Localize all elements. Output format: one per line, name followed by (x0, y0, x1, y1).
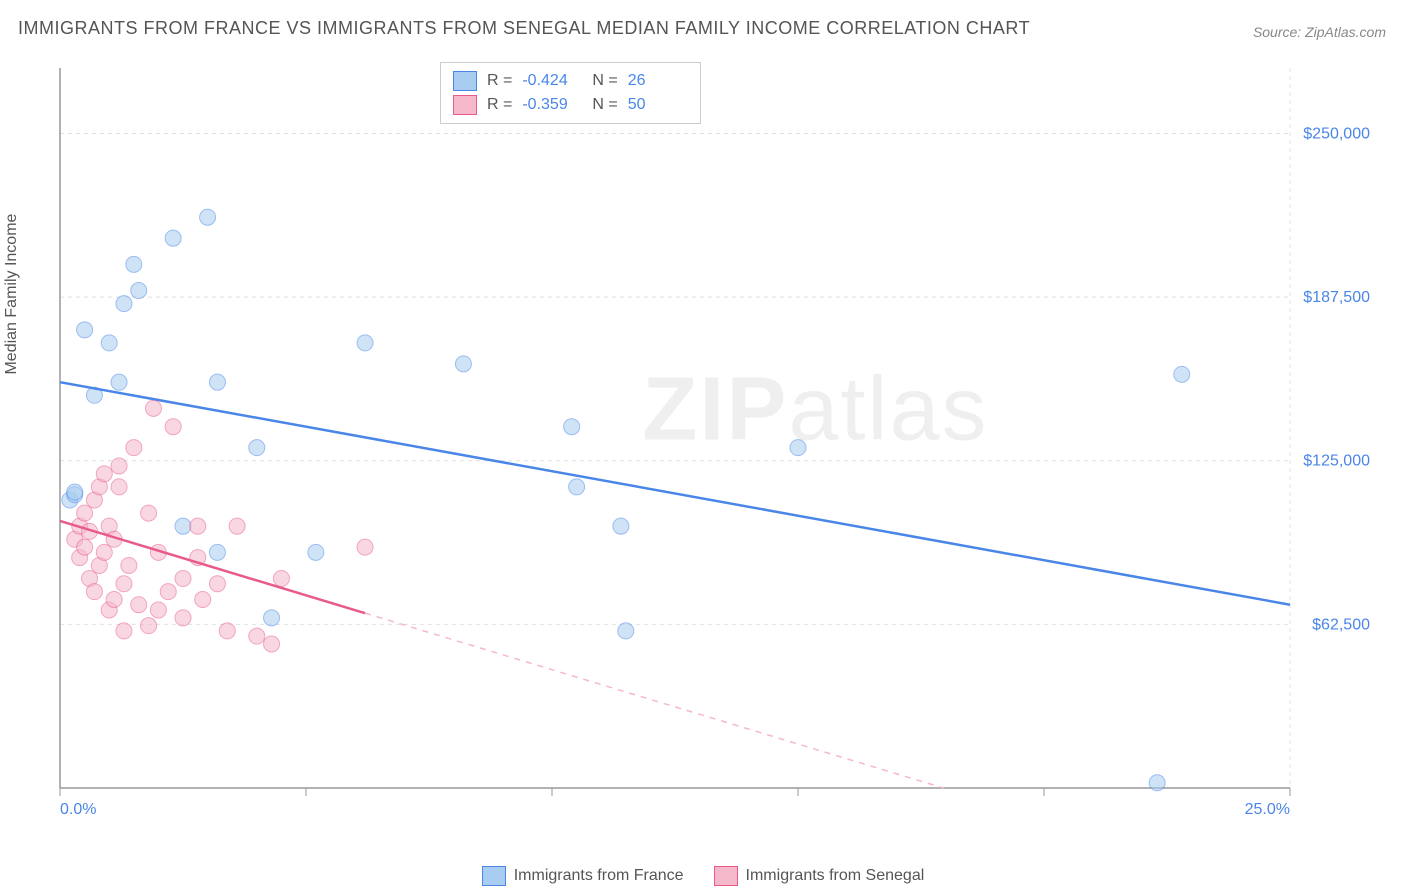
svg-text:25.0%: 25.0% (1245, 801, 1290, 818)
n-label: N = (592, 72, 617, 90)
chart-plot-area: $62,500 $125,000 $187,500 $250,000 0.0% 25.0% (50, 58, 1380, 828)
y-axis-label: Median Family Income (3, 214, 21, 375)
chart-svg: $62,500 $125,000 $187,500 $250,000 0.0% 25.0% (50, 58, 1380, 828)
svg-text:0.0%: 0.0% (60, 801, 96, 818)
chart-title: IMMIGRANTS FROM FRANCE VS IMMIGRANTS FRO… (18, 18, 1030, 39)
swatch-senegal (453, 95, 477, 115)
swatch-france-icon (482, 866, 506, 886)
legend-row-france: R = -0.424 N = 26 (453, 69, 688, 93)
source-attribution: Source: ZipAtlas.com (1253, 24, 1386, 40)
svg-text:$187,500: $187,500 (1303, 289, 1370, 306)
r-value-france: -0.424 (522, 72, 582, 90)
r-label: R = (487, 96, 512, 114)
r-value-senegal: -0.359 (522, 96, 582, 114)
swatch-france (453, 71, 477, 91)
legend-item-senegal: Immigrants from Senegal (714, 866, 925, 886)
legend-row-senegal: R = -0.359 N = 50 (453, 93, 688, 117)
legend-label-senegal: Immigrants from Senegal (746, 867, 925, 885)
series-legend: Immigrants from France Immigrants from S… (0, 866, 1406, 886)
svg-text:$250,000: $250,000 (1303, 125, 1370, 142)
n-value-senegal: 50 (628, 96, 688, 114)
svg-text:$125,000: $125,000 (1303, 453, 1370, 470)
legend-label-france: Immigrants from France (514, 867, 684, 885)
r-label: R = (487, 72, 512, 90)
correlation-legend: R = -0.424 N = 26 R = -0.359 N = 50 (440, 62, 701, 124)
n-label: N = (592, 96, 617, 114)
n-value-france: 26 (628, 72, 688, 90)
legend-item-france: Immigrants from France (482, 866, 684, 886)
swatch-senegal-icon (714, 866, 738, 886)
svg-text:$62,500: $62,500 (1312, 616, 1370, 633)
